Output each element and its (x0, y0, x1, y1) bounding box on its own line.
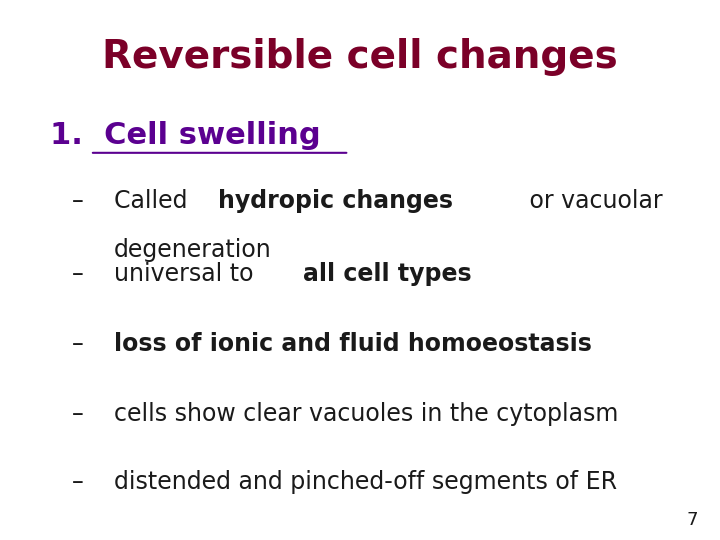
Text: –: – (72, 189, 84, 213)
Text: Called: Called (114, 189, 194, 213)
Text: –: – (72, 402, 84, 426)
Text: loss of ionic and fluid homoeostasis: loss of ionic and fluid homoeostasis (114, 332, 592, 356)
Text: distended and pinched-off segments of ER: distended and pinched-off segments of ER (114, 470, 617, 494)
Text: all cell types: all cell types (303, 262, 472, 286)
Text: or vacuolar: or vacuolar (521, 189, 662, 213)
Text: –: – (72, 262, 84, 286)
Text: –: – (72, 470, 84, 494)
Text: 1.  Cell swelling: 1. Cell swelling (50, 122, 321, 151)
Text: Reversible cell changes: Reversible cell changes (102, 38, 618, 76)
Text: –: – (72, 332, 84, 356)
Text: degeneration: degeneration (114, 238, 271, 261)
Text: universal to: universal to (114, 262, 261, 286)
Text: cells show clear vacuoles in the cytoplasm: cells show clear vacuoles in the cytopla… (114, 402, 618, 426)
Text: hydropic changes: hydropic changes (218, 189, 454, 213)
Text: 7: 7 (687, 511, 698, 529)
